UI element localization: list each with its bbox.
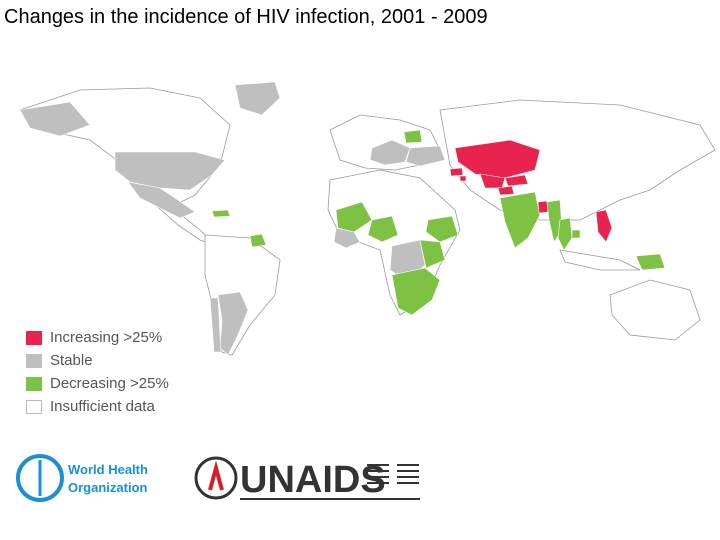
who-logo-line1: World Health [68, 462, 148, 477]
chile-region [209, 297, 222, 353]
georgia-region [449, 167, 464, 177]
west-africa-region [333, 227, 361, 249]
tajikistan-region [497, 185, 515, 196]
kazakhstan-region [454, 139, 541, 179]
legend-item-stable: Stable [26, 349, 169, 372]
legend-label-decreasing: Decreasing >25% [50, 375, 169, 392]
unaids-cosponsor-text-block [240, 464, 420, 500]
legend-swatch-increasing [26, 330, 42, 345]
mexico-region [127, 181, 196, 219]
regions-layer [19, 81, 666, 356]
argentina-region [217, 291, 249, 356]
caribbean-region [211, 209, 231, 218]
who-logo: World Health Organization [16, 454, 148, 502]
ukraine-region [405, 145, 446, 167]
slide-title: Changes in the incidence of HIV infectio… [4, 6, 488, 28]
legend-swatch-insufficient [26, 399, 42, 414]
indonesia-land [559, 249, 641, 271]
who-logo-line2: Organization [68, 480, 148, 495]
kyrgyzstan-region [504, 174, 529, 187]
alaska-region [19, 101, 91, 137]
nigeria-region [367, 215, 399, 243]
legend-swatch-decreasing [26, 376, 42, 391]
armenia-region [459, 175, 467, 182]
red-ribbon-icon [208, 460, 224, 491]
world-map [19, 81, 716, 356]
southern-africa-region [391, 267, 441, 316]
who-emblem-icon [16, 454, 64, 502]
mali-burkina-region [335, 201, 373, 233]
unaids-logo-name: UNAIDS [240, 459, 386, 501]
legend-label-stable: Stable [50, 352, 93, 369]
east-africa-region [419, 239, 446, 269]
unaids-ribbon-emblem-icon [194, 456, 238, 500]
legend-item-increasing: Increasing >25% [26, 326, 169, 349]
legend-item-decreasing: Decreasing >25% [26, 372, 169, 395]
usa-region [114, 151, 226, 191]
bangladesh-region [537, 200, 549, 214]
legend-label-insufficient: Insufficient data [50, 398, 155, 415]
eastern-europe-region [369, 139, 411, 166]
legend-item-insufficient: Insufficient data [26, 395, 169, 418]
philippines-region [595, 209, 613, 243]
australia-land [609, 279, 701, 341]
latvia-estonia-region [403, 129, 423, 144]
unaids-logo: UNAIDS [194, 456, 420, 501]
india-region [499, 191, 541, 249]
greenland-region [234, 81, 281, 116]
thailand-region [557, 217, 573, 251]
map-legend: Increasing >25% Stable Decreasing >25% Insu… [26, 326, 169, 418]
ethiopia-region [425, 215, 459, 243]
legend-label-increasing: Increasing >25% [50, 329, 163, 346]
papua-new-guinea-region [635, 253, 666, 271]
cambodia-region [571, 229, 581, 239]
legend-swatch-stable [26, 353, 42, 368]
suriname-region [249, 233, 267, 248]
